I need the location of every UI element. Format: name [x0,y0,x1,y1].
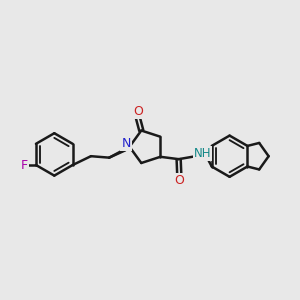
Text: O: O [133,105,143,118]
Text: NH: NH [194,147,211,161]
Text: F: F [21,158,28,172]
Text: N: N [121,137,130,150]
Text: O: O [174,174,184,187]
